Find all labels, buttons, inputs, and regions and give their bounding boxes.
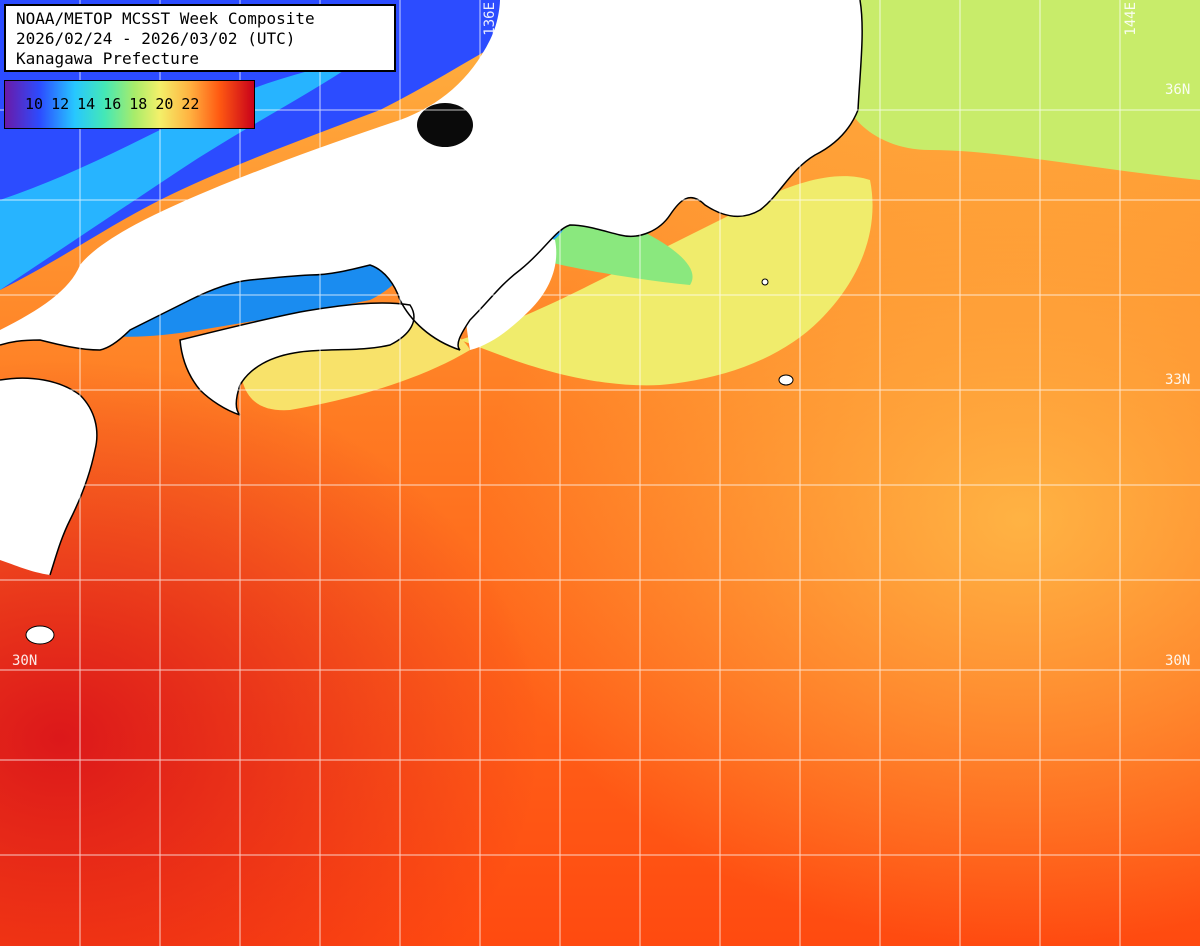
graticule-label-136e: 136E — [482, 2, 498, 36]
title-line-product: NOAA/METOP MCSST Week Composite — [16, 9, 315, 28]
legend-tick: 18 — [129, 95, 148, 113]
legend-tick: 20 — [155, 95, 174, 113]
coastline-shikoku — [179, 302, 415, 416]
cold-water-sea-of-japan-teal — [0, 60, 360, 290]
graticule-label-36n: 36N — [1165, 82, 1191, 98]
coastline-honshu — [0, 0, 863, 351]
graticule-label-33n: 33N — [1165, 372, 1191, 388]
land-island-izu-1 — [778, 374, 794, 386]
land-shikoku — [180, 302, 414, 415]
legend-tick: 16 — [103, 95, 122, 113]
graticule-label-30n-right: 30N — [1165, 653, 1191, 669]
graticule-label-144e: 144E — [1123, 2, 1139, 36]
legend-tick: 12 — [51, 95, 70, 113]
cool-water-north — [850, 0, 1200, 180]
graticule-label-30n-left: 30N — [12, 653, 38, 669]
coastline-kyushu — [0, 377, 98, 576]
title-line-region: Kanagawa Prefecture — [16, 49, 200, 68]
title-line-dates: 2026/02/24 - 2026/03/02 (UTC) — [16, 29, 296, 48]
land-kyushu — [0, 378, 97, 575]
legend-tick-labels: 10 12 14 16 18 20 22 — [25, 95, 207, 113]
temperature-legend: 10 12 14 16 18 20 22 — [4, 80, 255, 129]
land-island-izu-2 — [761, 278, 769, 286]
legend-tick: 22 — [181, 95, 200, 113]
land-island-tanegashima — [25, 625, 55, 645]
legend-tick: 10 — [25, 95, 44, 113]
land-island-sado — [417, 103, 473, 147]
land-honshu — [0, 0, 863, 350]
title-box: NOAA/METOP MCSST Week Composite 2026/02/… — [4, 4, 396, 72]
cold-water-sea-of-japan — [0, 0, 560, 290]
legend-tick: 14 — [77, 95, 96, 113]
